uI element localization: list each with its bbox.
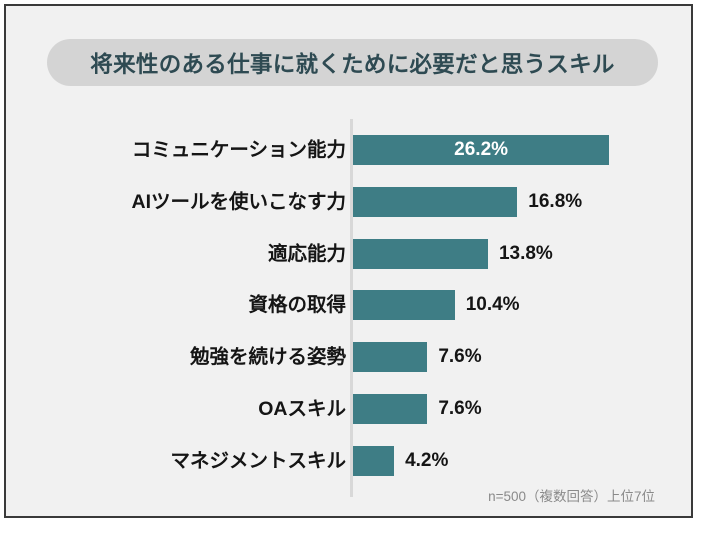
page-title: 将来性のある仕事に就くために必要だと思うスキル	[90, 51, 615, 77]
bar-row: 資格の取得 10.4%	[6, 289, 695, 321]
bar-value-label: 10.4%	[465, 294, 520, 316]
bar-category-label: マネジメントスキル	[170, 449, 346, 472]
chart-footnote: n=500（複数回答）上位7位	[488, 489, 655, 504]
bar-chart-plot: コミュニケーション能力 26.2% AIツールを使いこなす力 16.8% 適応能力 13.…	[6, 6, 695, 520]
chart-title-pill: 将来性のある仕事に就くために必要だと思うスキル	[47, 39, 658, 86]
bar-category-label: OAスキル	[258, 398, 346, 420]
bar-row: マネジメントスキル 4.2%	[6, 445, 695, 477]
bar	[353, 394, 428, 424]
bar-value-label: 26.2%	[454, 139, 509, 160]
bar-category-label: 資格の取得	[248, 294, 346, 317]
bar	[353, 135, 610, 165]
bar-value-label: 13.8%	[498, 242, 553, 264]
bar-row: AIツールを使いこなす力 16.8%	[6, 186, 695, 218]
bar-value-label: 7.6%	[438, 398, 482, 419]
bar	[353, 238, 488, 269]
bar-row: OAスキル 7.6%	[6, 393, 695, 425]
bar-value-label: 4.2%	[405, 449, 449, 471]
bar-row: 勉強を続ける姿勢 7.6%	[6, 341, 695, 373]
bar	[353, 290, 455, 321]
bar-value-label: 7.6%	[438, 346, 482, 368]
bar-category-label: コミュニケーション能力	[131, 139, 346, 161]
bar-row: コミュニケーション能力 26.2%	[6, 134, 695, 166]
bar	[353, 445, 395, 476]
bar-category-label: AIツールを使いこなす力	[131, 190, 346, 213]
chart-frame: 将来性のある仕事に就くために必要だと思うスキル コミュニケーション能力 26.2%…	[4, 4, 693, 518]
bar-category-label: 適応能力	[267, 242, 346, 265]
bar	[353, 186, 518, 217]
bar-value-label: 16.8%	[528, 190, 583, 212]
category-axis-line	[350, 119, 353, 497]
bar-row: 適応能力 13.8%	[6, 238, 695, 270]
bar	[353, 342, 428, 373]
bar-category-label: 勉強を続ける姿勢	[189, 346, 346, 369]
